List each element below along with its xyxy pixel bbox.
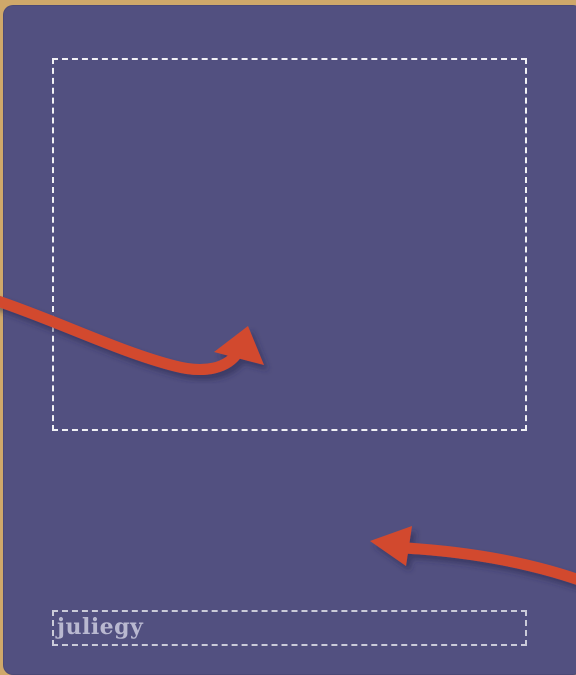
caption-text: juliegy bbox=[57, 614, 144, 640]
photo-placeholder bbox=[52, 58, 527, 431]
polaroid-card: juliegy bbox=[3, 5, 576, 675]
caption-box: juliegy bbox=[52, 610, 527, 646]
